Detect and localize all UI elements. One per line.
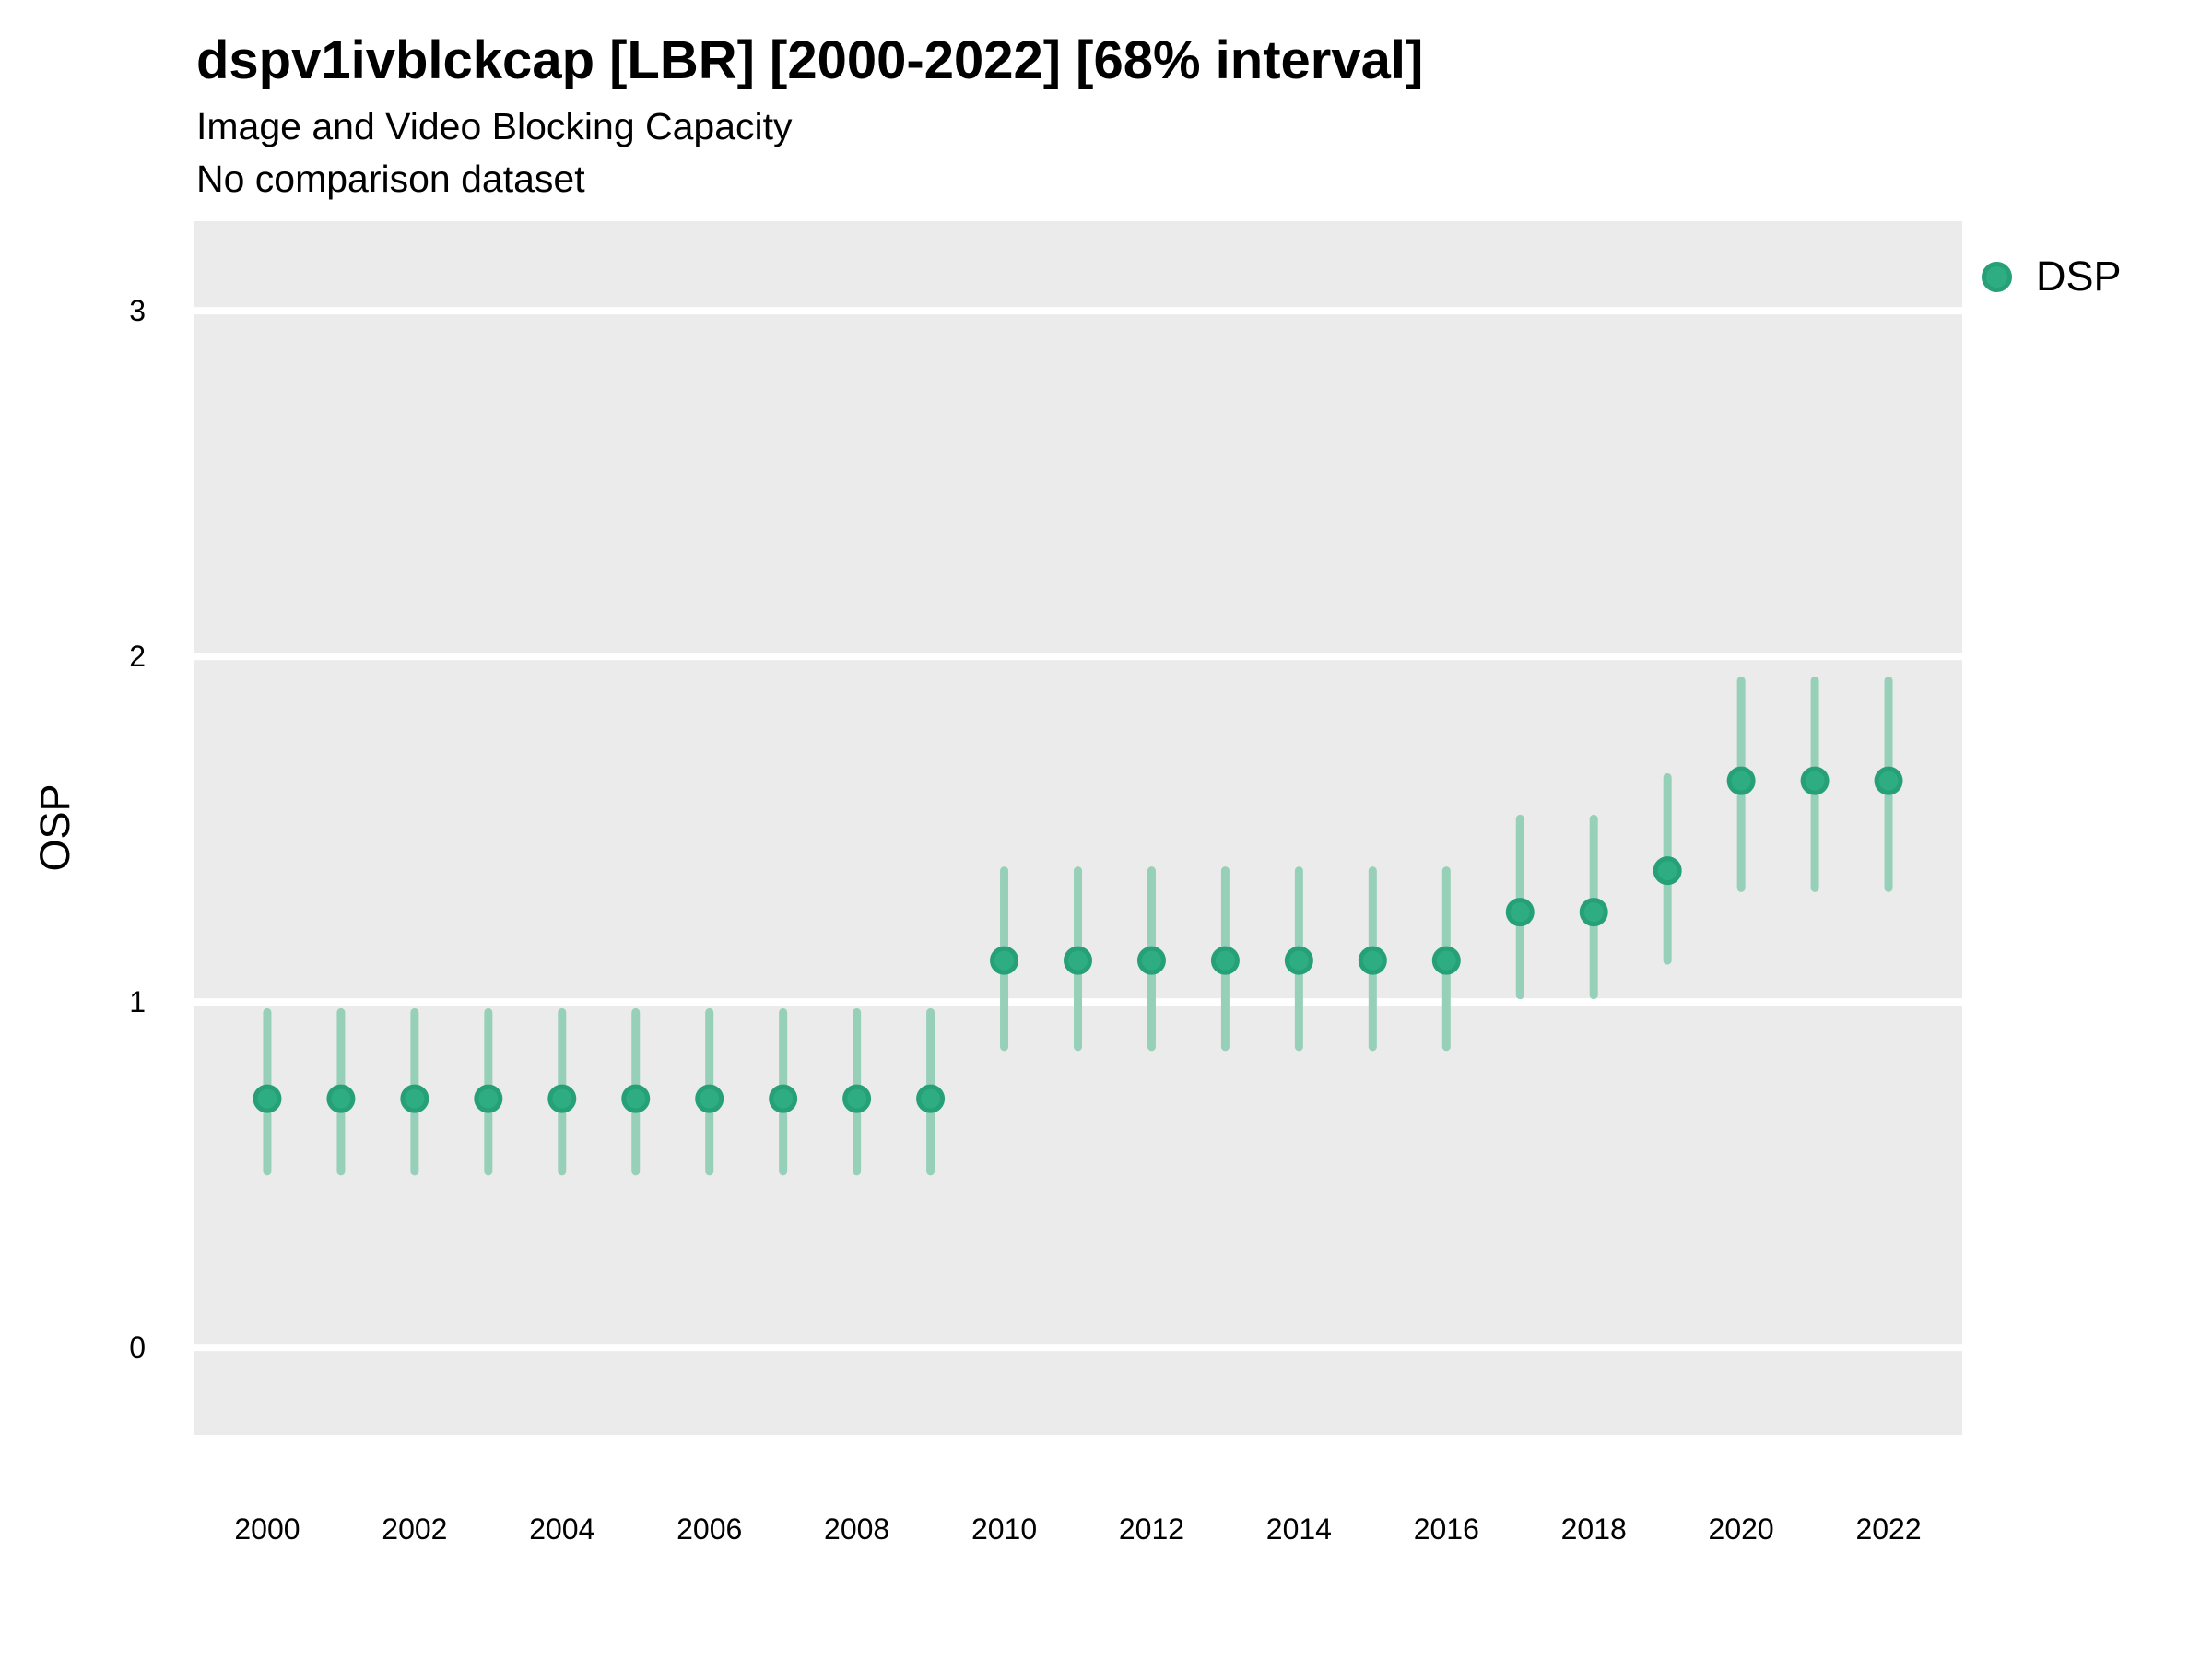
x-tick-label-2004: 2004 [529, 1512, 594, 1546]
x-tick-label-2018: 2018 [1561, 1512, 1627, 1546]
legend-label: DSP [2036, 253, 2122, 300]
point-2003 [474, 1084, 503, 1113]
point-2020 [1726, 766, 1756, 795]
chart-title: dspv1ivblckcap [LBR] [2000-2022] [68% in… [196, 30, 1424, 90]
point-2007 [769, 1084, 798, 1113]
legend: DSP [1982, 253, 2122, 300]
y-tick-label-3: 3 [129, 294, 146, 327]
point-2015 [1358, 946, 1387, 975]
point-2002 [400, 1084, 429, 1113]
x-tick-label-2022: 2022 [1855, 1512, 1921, 1546]
point-2012 [1136, 946, 1166, 975]
point-2013 [1210, 946, 1240, 975]
point-2017 [1505, 898, 1535, 927]
point-2016 [1431, 946, 1461, 975]
point-2011 [1064, 946, 1092, 975]
x-tick-label-2020: 2020 [1709, 1512, 1774, 1546]
point-2010 [990, 946, 1019, 975]
legend-marker-icon [1982, 261, 2012, 292]
y-tick-label-1: 1 [129, 985, 146, 1018]
point-2009 [916, 1084, 946, 1113]
point-2006 [695, 1084, 724, 1113]
chart-note: No comparison dataset [196, 158, 585, 200]
point-2008 [842, 1084, 872, 1113]
point-2019 [1653, 856, 1682, 886]
point-2000 [253, 1084, 282, 1113]
x-tick-label-2002: 2002 [382, 1512, 447, 1546]
x-tick-label-2010: 2010 [971, 1512, 1037, 1546]
x-tick-label-2000: 2000 [234, 1512, 300, 1546]
panel-background [194, 221, 1962, 1435]
y-tick-label-0: 0 [129, 1331, 146, 1364]
point-2022 [1874, 766, 1903, 795]
point-2014 [1284, 946, 1313, 975]
point-2021 [1800, 766, 1830, 795]
point-2001 [326, 1084, 356, 1113]
point-2018 [1579, 898, 1608, 927]
x-tick-label-2008: 2008 [824, 1512, 889, 1546]
x-tick-label-2012: 2012 [1119, 1512, 1184, 1546]
x-tick-label-2006: 2006 [677, 1512, 742, 1546]
chart-subtitle: Image and Video Blocking Capacity [196, 105, 793, 147]
point-2004 [547, 1084, 577, 1113]
x-tick-label-2014: 2014 [1266, 1512, 1332, 1546]
x-tick-label-2016: 2016 [1414, 1512, 1479, 1546]
y-tick-label-2: 2 [129, 640, 146, 673]
point-2005 [621, 1084, 651, 1113]
